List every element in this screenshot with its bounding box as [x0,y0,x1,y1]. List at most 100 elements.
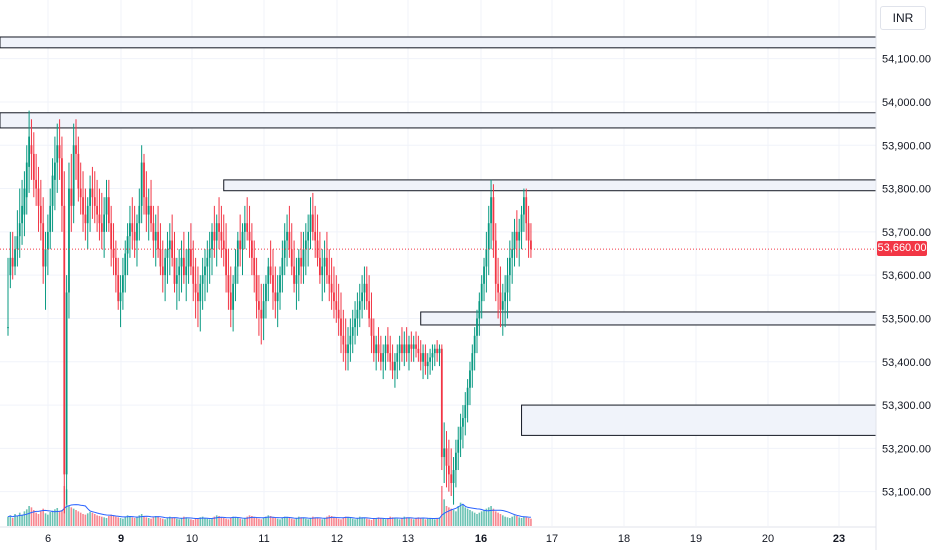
candle-body [483,266,485,284]
zone-rectangle[interactable] [223,179,877,192]
candle-body [307,231,310,241]
candle-body [511,249,514,258]
grid [0,0,876,526]
volume-bar [171,517,173,526]
volume-bar [358,516,361,526]
zone-rectangle[interactable] [0,112,877,129]
volume-bar [112,515,115,526]
volume-bar [16,516,19,526]
candle-body [9,257,12,276]
volume-bar [225,518,227,526]
candle-body [96,205,99,215]
candle-body [61,158,63,206]
candle-body [487,223,490,250]
candle-body [450,474,453,484]
candle-body [492,197,495,241]
candle-body [129,223,131,237]
candle-body [506,275,509,293]
volume-bar [161,518,164,526]
candle-body [124,253,127,276]
volume-bar [457,506,460,526]
time-tick-label: 9 [118,533,124,545]
candle-body [30,145,33,154]
time-axis[interactable]: 6 9 10 11 12 13 16 17 18 19 20 23 [0,526,876,545]
candle-body [82,197,84,215]
candle-body [79,188,82,198]
candle-body [323,257,326,267]
volume-bar [166,518,169,526]
candlesticks [7,110,532,514]
candle-body [412,344,415,349]
candle-body [54,162,56,180]
volume-bar [108,516,110,526]
volume-bar [476,514,478,526]
volume-bar [279,519,281,526]
candle-body [447,465,450,475]
candle-body [384,344,387,354]
candle-body [255,275,258,302]
support-resistance-zones[interactable] [0,36,877,436]
candle-body [335,301,338,310]
candle-body [438,348,441,354]
volume-bar [462,504,464,526]
price-tick-label: 54,000.00 [882,97,931,109]
candle-body [309,214,312,232]
volume-bar [11,518,14,526]
volume-bar [448,507,450,526]
volume-bar [384,519,387,526]
candle-body [466,387,469,406]
candle-body [100,223,103,232]
volume-bar [309,518,312,526]
volume-bar [75,510,77,526]
volume-bar [276,518,279,526]
volume-bar [119,518,122,526]
currency-button[interactable]: INR [880,6,926,30]
volume-bar [408,518,410,526]
candle-body [288,231,291,250]
candle-body [295,275,298,284]
volume-bar [267,515,270,526]
volume-bar [417,517,420,526]
candle-body [91,188,94,198]
candle-body [178,266,181,276]
candle-body [333,292,335,302]
candle-body [520,214,523,232]
volume-bar [194,518,197,526]
volume-bar [445,506,448,526]
volume-bar [229,518,232,526]
volume-bar [351,518,354,526]
zone-rectangle[interactable] [521,404,877,436]
volume-bar [443,499,445,526]
price-axis[interactable]: 54,100.00 54,000.00 53,900.00 53,800.00 53,7… [875,0,931,550]
volume-bar [326,516,328,526]
zone-rectangle[interactable] [0,36,877,49]
volume-bar [466,508,469,526]
volume-bar [441,486,443,526]
candle-body [14,249,16,267]
volume-bar [340,519,342,526]
zone-rectangle[interactable] [420,311,877,326]
price-tick-label: 53,200.00 [882,443,931,455]
price-tick-label: 53,700.00 [882,227,931,239]
candle-body [361,292,363,302]
volume-bar [84,514,87,526]
volume-bar [65,489,68,526]
volume-bar [494,511,497,526]
candle-body [290,249,293,267]
volume-bar [288,518,291,526]
volume-bar [426,518,429,526]
candle-body [363,283,366,293]
candle-body [218,223,220,232]
volume-bar [126,515,129,526]
volume-bar [436,518,438,526]
candle-body [199,283,202,302]
candle-body [358,301,361,310]
candle-body [159,249,162,267]
price-tick-label: 53,400.00 [882,357,931,369]
candle-body [133,231,136,241]
volume-bar [337,518,340,526]
volume-bar [530,518,532,526]
volume-bar [72,508,75,526]
volume-bar [32,510,35,526]
